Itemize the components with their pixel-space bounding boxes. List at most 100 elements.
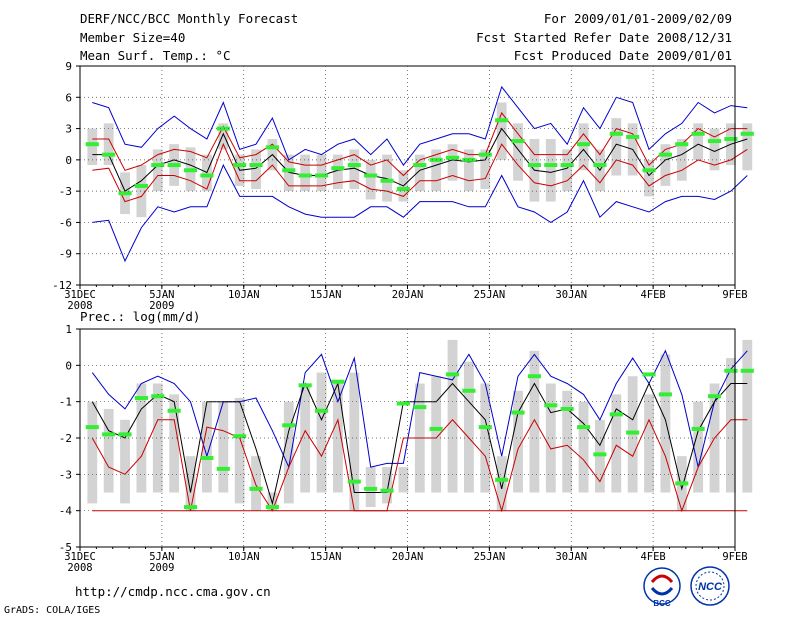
temp-x-tick-sublabel: 2008: [67, 300, 92, 312]
prec-median-mark: [511, 410, 525, 415]
temp-box: [447, 144, 458, 181]
prec-box: [185, 456, 196, 511]
temp-box: [660, 144, 671, 186]
chart-title: DERF/NCC/BCC Monthly Forecast: [80, 11, 299, 26]
temp-median-mark: [707, 139, 722, 144]
prec-median-mark: [642, 372, 656, 377]
temp-box: [513, 123, 523, 181]
logos: BCC NCC: [643, 566, 730, 608]
prec-median-mark: [314, 408, 329, 413]
prec-median-mark: [347, 479, 361, 484]
prec-median-mark: [183, 505, 198, 510]
prec-median-mark: [544, 403, 558, 408]
prec-median-mark: [593, 452, 607, 457]
temp-y-tick-label: -6: [59, 216, 72, 229]
prec-box: [382, 467, 392, 504]
prec-median-mark: [167, 408, 181, 413]
prec-median-mark: [364, 486, 378, 491]
prec-box: [447, 339, 458, 493]
forecast-started-date: Fcst Started Refer Date 2008/12/31: [476, 30, 732, 45]
temp-median-mark: [527, 163, 541, 168]
temp-median-mark: [413, 163, 427, 168]
prec-median-mark: [445, 372, 460, 377]
prec-median-mark: [331, 379, 345, 384]
temp-spread_upper-line: [92, 111, 748, 177]
temp-max-line: [92, 85, 748, 166]
prec-x-tick-sublabel: 2009: [149, 562, 174, 574]
temp-median-mark: [380, 178, 394, 183]
temp-box: [300, 154, 311, 192]
temp-x-tick-label: 30JAN: [555, 289, 587, 301]
temp-box: [87, 128, 98, 166]
bcc-logo-icon: BCC: [643, 567, 681, 608]
precip-panel-title: Prec.: log(mm/d): [80, 309, 201, 324]
prec-median-mark: [102, 432, 116, 437]
prec-box: [120, 419, 130, 504]
temp-median-mark: [593, 163, 607, 168]
prec-box: [87, 401, 98, 504]
prec-median-mark: [396, 401, 410, 406]
prec-box: [283, 401, 294, 504]
temp-box: [578, 123, 589, 171]
temp-median-mark: [167, 163, 181, 168]
temp-box: [480, 149, 491, 190]
prec-median-mark: [462, 388, 476, 393]
temp-box: [742, 123, 753, 171]
grads-credit: GrADS: COLA/IGES: [4, 605, 101, 616]
prec-median-mark: [134, 396, 148, 401]
temp-box: [611, 118, 622, 176]
prec-box: [529, 350, 540, 493]
temp-box: [693, 123, 704, 160]
prec-median-mark: [298, 383, 312, 388]
prec-box: [463, 361, 474, 493]
prec-box: [725, 358, 736, 493]
prec-median-mark: [527, 374, 541, 379]
temp-mean-line: [92, 127, 748, 192]
prec-median-mark: [429, 426, 443, 431]
temp-x-tick-label: 4FEB: [640, 289, 665, 301]
temp-median-mark: [658, 152, 672, 157]
prec-box: [562, 390, 573, 493]
prec-box: [136, 383, 147, 493]
prec-box: [611, 394, 622, 493]
ncc-logo-icon: NCC: [690, 566, 730, 606]
temp-x-tick-label: 5JAN: [149, 289, 174, 301]
temp-box: [152, 149, 163, 192]
temp-median-mark: [544, 163, 558, 168]
prec-median-mark: [380, 488, 394, 493]
prec-max-line: [91, 349, 748, 469]
temp-x-tick-label: 31DEC: [64, 289, 96, 301]
prec-box: [742, 339, 753, 493]
prec-box: [349, 372, 360, 511]
prec-median-mark: [609, 412, 623, 417]
source-url[interactable]: http://cmdp.ncc.cma.gov.cn: [75, 584, 271, 599]
forecast-produced-date: Fcst Produced Date 2009/01/01: [513, 48, 732, 63]
prec-box: [693, 401, 704, 493]
prec-x-tick-label: 20JAN: [392, 551, 424, 563]
temp-x-tick-label: 15JAN: [310, 289, 342, 301]
prec-median-mark: [85, 425, 99, 430]
temp-median-mark: [102, 152, 116, 157]
prec-box: [218, 401, 229, 493]
temp-median-mark: [642, 168, 656, 173]
temp-median-mark: [183, 168, 198, 173]
temp-x-tick-sublabel: 2009: [149, 300, 174, 312]
prec-median-mark: [233, 434, 247, 439]
prec-mean-line: [91, 381, 748, 506]
prec-x-tick-label: 9FEB: [722, 551, 747, 563]
temp-median-mark: [265, 145, 279, 150]
temp-box: [103, 123, 114, 166]
prec-x-tick-label: 10JAN: [228, 551, 260, 563]
temp-median-mark: [282, 168, 296, 173]
prec-x-tick-label: 4FEB: [640, 551, 665, 563]
prec-median-mark: [265, 505, 279, 510]
prec-y-tick-label: -4: [59, 505, 73, 518]
prec-median-mark: [626, 430, 640, 435]
temp-box: [496, 102, 507, 160]
prec-spread_lower-line: [91, 418, 748, 513]
temp-median-mark: [626, 134, 640, 139]
temp-box: [431, 149, 442, 192]
prec-median-mark: [216, 466, 230, 471]
temp-median-mark: [691, 131, 705, 136]
